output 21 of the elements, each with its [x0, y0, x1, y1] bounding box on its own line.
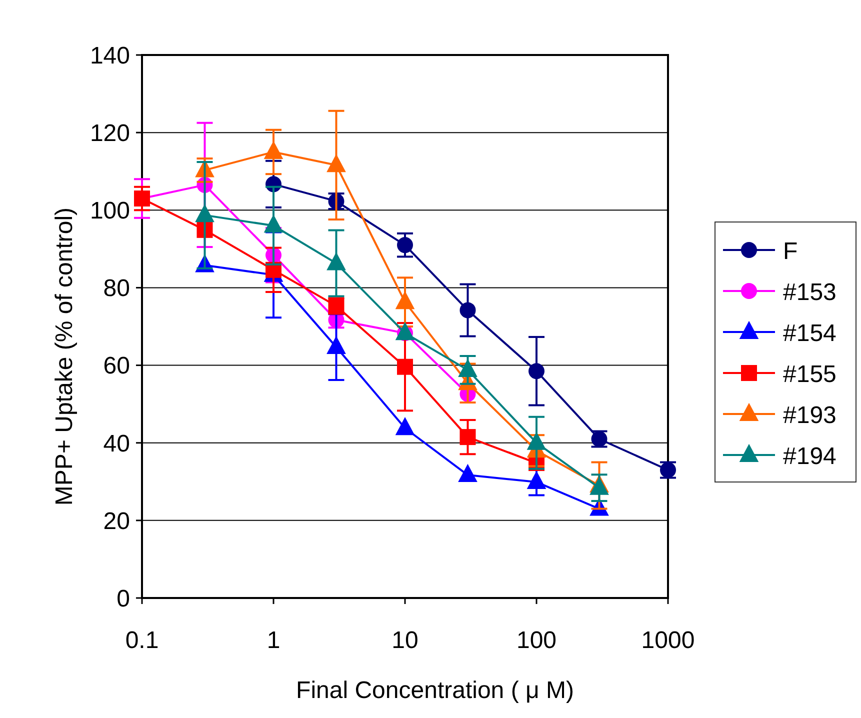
legend-label: #153: [783, 279, 836, 306]
x-tick-label: 100: [516, 627, 557, 654]
y-tick-label: 40: [103, 430, 130, 458]
y-tick-label: 0: [116, 585, 130, 612]
legend-label: #154: [783, 320, 836, 348]
x-tick-label: 1: [266, 627, 280, 654]
y-tick-label: 100: [90, 198, 130, 225]
y-tick-label: 140: [90, 42, 130, 70]
y-tick-label: 60: [103, 352, 130, 380]
x-axis-title: Final Concentration ( μ M): [296, 677, 574, 704]
y-axis-title: MPP+ Uptake (% of control): [51, 207, 78, 506]
y-tick-label: 80: [103, 275, 130, 302]
x-tick-label: 0.1: [125, 627, 159, 654]
y-tick-label: 20: [103, 508, 130, 535]
legend-label: #155: [783, 361, 836, 388]
x-tick-label: 1000: [641, 627, 695, 654]
legend-label: #193: [783, 402, 836, 430]
legend-label: F: [783, 238, 798, 266]
legend-label: #194: [783, 443, 836, 470]
x-tick-label: 10: [392, 627, 418, 654]
y-tick-label: 120: [90, 120, 130, 147]
